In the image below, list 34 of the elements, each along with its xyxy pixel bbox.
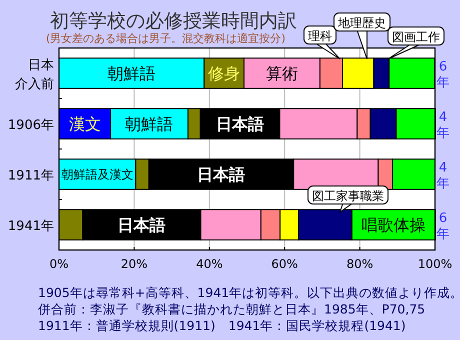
data-label: 算術 xyxy=(266,64,298,84)
y-tick-label: 日本介入前 xyxy=(15,58,54,92)
text: 6年 xyxy=(436,210,450,242)
data-label: 日本語 xyxy=(118,216,166,235)
data-label: 日本語 xyxy=(197,165,246,184)
callout: 理科 xyxy=(304,26,340,60)
chart-title: 初等学校の必修授業時間内訳 xyxy=(50,10,297,32)
callout: 地理歴史 xyxy=(334,12,390,60)
data-label: 修身 xyxy=(208,64,240,84)
x-tick-label: 80% xyxy=(346,257,374,271)
callout: 図工家事職業 xyxy=(308,186,388,214)
x-tick-label: 60% xyxy=(271,257,298,271)
x-tick-label: 40% xyxy=(196,257,223,271)
chart-subtitle: (男女差のある場合は男子。混交教科は適宜按分) xyxy=(46,32,286,45)
text: 1911年：普通学校規則(1911) 1941年：国民学校規程(1941) xyxy=(38,318,406,333)
annotation: 図工家事職業 xyxy=(312,189,384,203)
y-tick-label: 1911年 xyxy=(8,168,54,184)
data-label: 唱歌体操 xyxy=(362,216,426,235)
x-tick-label: 100% xyxy=(418,257,452,271)
callout: 図画工作 xyxy=(388,26,444,60)
data-label: 朝鮮語 xyxy=(125,114,174,134)
data-label: 漢文 xyxy=(68,114,101,134)
data-label: 朝鮮語 xyxy=(108,64,156,84)
y-tick-label: 1941年 xyxy=(8,218,54,234)
text: 4年 xyxy=(436,160,450,192)
text: 1905年は尋常科+高等科、1941年は初等科。以下出典の数値より作成。 xyxy=(38,285,460,300)
text: 6年 xyxy=(436,59,450,90)
text: 併合前：李淑子『教科書に描かれた朝鮮と日本』1985年、P70,75 xyxy=(37,302,426,316)
x-tick-label: 20% xyxy=(120,257,148,271)
data-label: 朝鮮語及漢文 xyxy=(61,167,134,182)
x-tick-label: 0% xyxy=(49,257,69,271)
data-label: 日本語 xyxy=(216,114,264,134)
y-tick-label: 1906年 xyxy=(8,118,54,133)
text: 4年 xyxy=(436,110,450,141)
